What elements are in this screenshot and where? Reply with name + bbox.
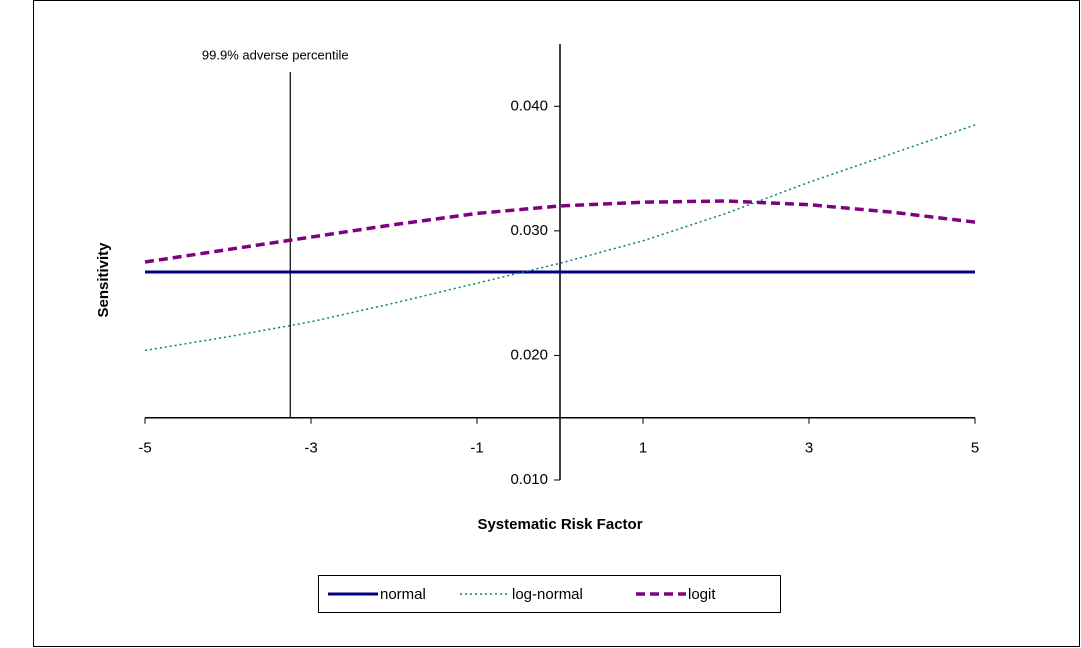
x-tick-label: 3 xyxy=(805,440,813,457)
annotation-label: 99.9% adverse percentile xyxy=(202,47,349,62)
x-tick-label: -3 xyxy=(304,440,317,457)
legend-box xyxy=(318,575,781,613)
series-line xyxy=(144,124,976,352)
chart-frame xyxy=(33,0,1080,647)
x-tick-label: 5 xyxy=(971,440,979,457)
x-tick-label: -1 xyxy=(470,440,483,457)
y-tick-label: 0.040 xyxy=(510,97,548,114)
x-axis-title: Systematic Risk Factor xyxy=(477,516,642,533)
x-tick-label: -5 xyxy=(138,440,151,457)
y-tick-label: 0.030 xyxy=(510,222,548,239)
y-tick-label: 0.010 xyxy=(510,471,548,488)
legend-label: log-normal xyxy=(512,586,583,603)
legend-label: normal xyxy=(380,586,426,603)
x-tick-label: 1 xyxy=(639,440,647,457)
y-tick-label: 0.020 xyxy=(510,346,548,363)
y-axis-title: Sensitivity xyxy=(95,242,112,318)
legend-label: logit xyxy=(688,586,716,603)
